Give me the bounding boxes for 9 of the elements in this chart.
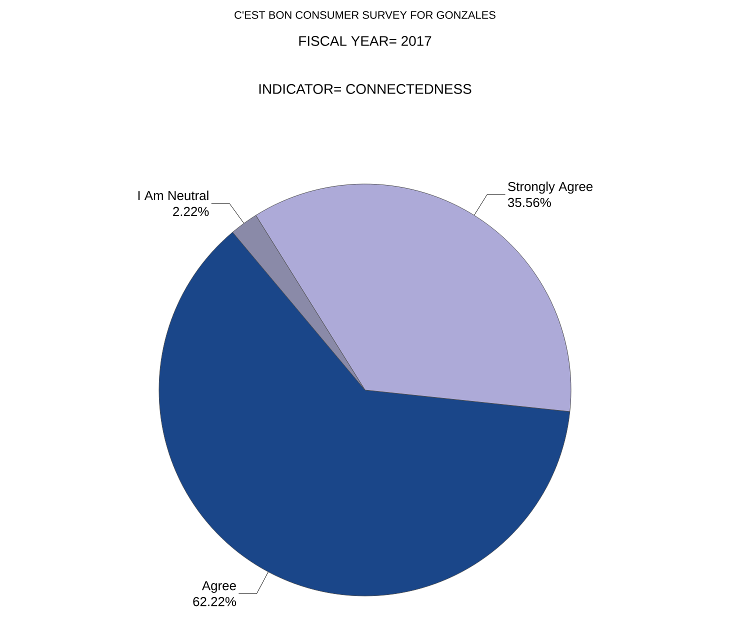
data-label: 2.22% [173,206,209,216]
slice-label: Strongly Agree [508,182,593,194]
chart-title: C'EST BON CONSUMER SURVEY FOR GONZALES [234,11,496,19]
chart-subtitle: FISCAL YEAR= 2017 [299,36,432,46]
data-label: 62.22% [193,597,236,606]
slice-label: Agree [202,581,236,593]
slice-label: I Am Neutral [138,190,208,200]
data-label: 35.56% [508,198,551,208]
text: INDICATOR= CONNECTEDNESS [259,84,472,94]
